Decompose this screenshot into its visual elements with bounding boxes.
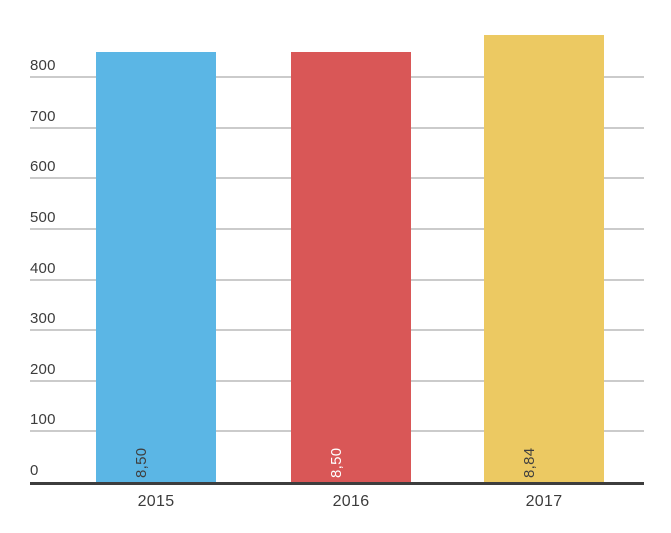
- y-tick-label-500: 500: [30, 209, 56, 226]
- y-tick-label-0: 0: [30, 462, 39, 479]
- y-tick-label-800: 800: [30, 57, 56, 75]
- bar-2017[interactable]: [484, 34, 604, 482]
- y-tick-label-200: 200: [30, 360, 56, 378]
- x-category-label-2016: 2016: [332, 493, 370, 510]
- x-category-label-2015: 2015: [137, 493, 175, 510]
- y-tick-label-300: 300: [30, 310, 56, 328]
- bar-2015[interactable]: [96, 51, 216, 482]
- bar-2016[interactable]: [291, 51, 411, 482]
- y-tick-label-400: 400: [30, 259, 56, 277]
- y-tick-label-700: 700: [30, 107, 56, 125]
- y-tick-label-100: 100: [30, 411, 56, 429]
- x-axis-baseline: [30, 482, 644, 485]
- y-tick-label-600: 600: [30, 158, 56, 176]
- x-category-label-2017: 2017: [525, 493, 563, 510]
